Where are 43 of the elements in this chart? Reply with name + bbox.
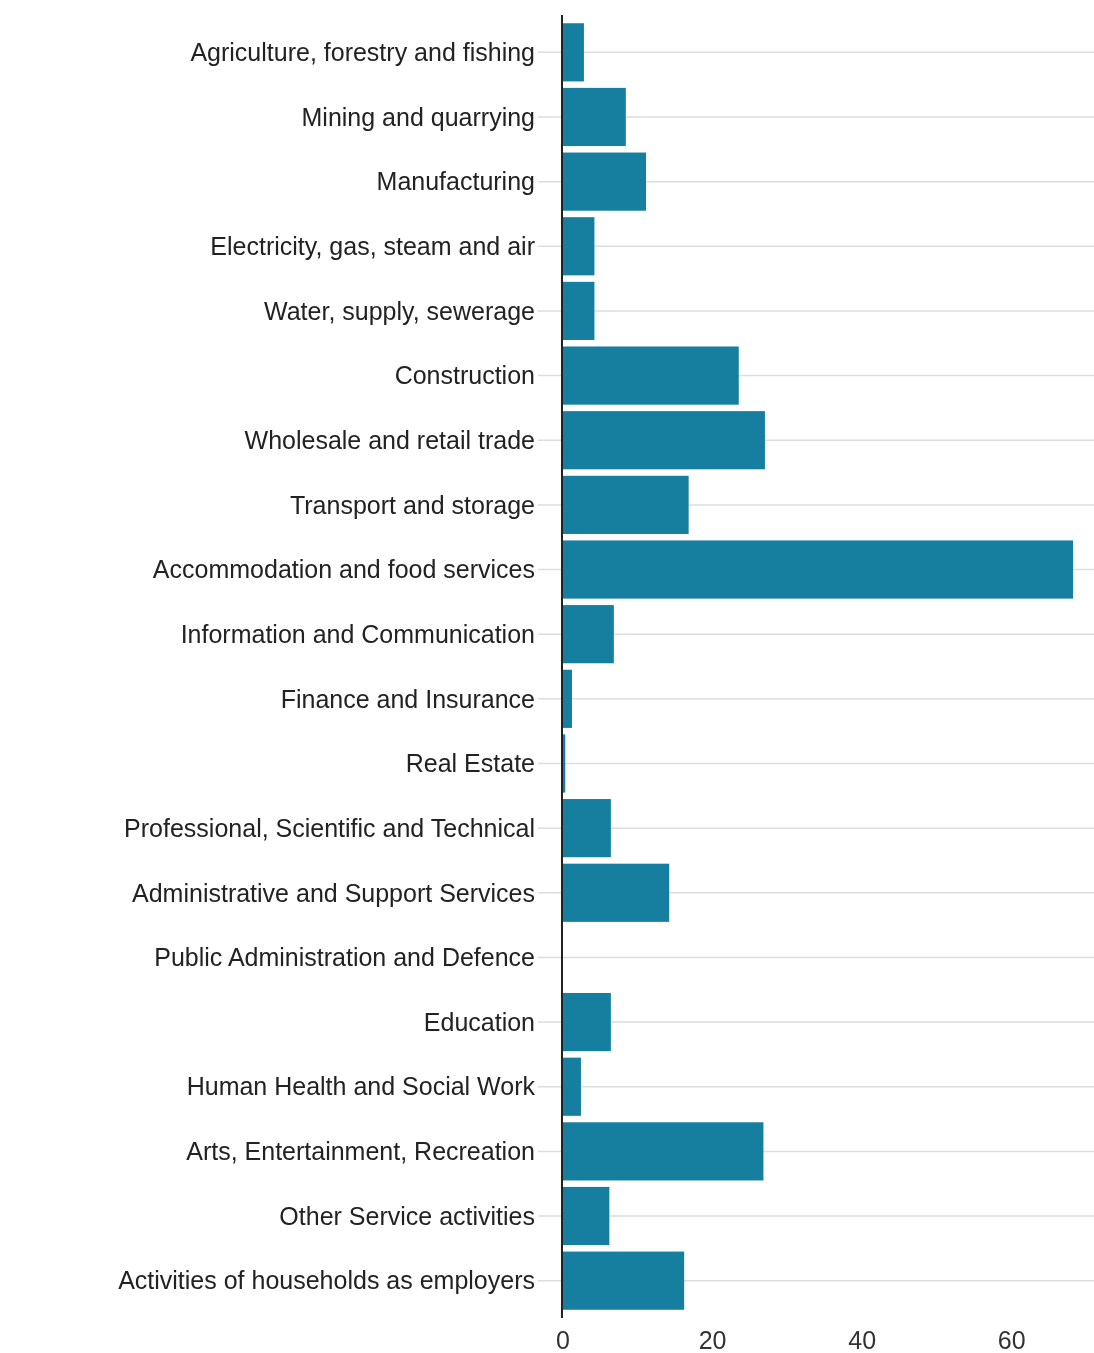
x-tick-label: 40 [848, 1326, 877, 1353]
y-tick-label: Water, supply, sewerage [264, 296, 535, 325]
y-tick-label: Finance and Insurance [280, 684, 535, 713]
y-tick-label: Manufacturing [376, 167, 535, 196]
bar [563, 411, 765, 470]
y-tick-label: Agriculture, forestry and fishing [190, 38, 535, 67]
y-tick-label: Real Estate [405, 749, 535, 778]
bar [563, 540, 1074, 599]
bar [563, 1251, 685, 1310]
y-tick-label: Arts, Entertainment, Recreation [186, 1137, 535, 1166]
y-tick-label: Transport and storage [289, 490, 535, 519]
y-tick-label: Public Administration and Defence [154, 943, 535, 972]
bar [563, 669, 572, 728]
y-tick-label: Education [423, 1007, 535, 1036]
y-tick-label: Wholesale and retail trade [244, 425, 535, 454]
bar [563, 1186, 610, 1246]
bar [563, 992, 611, 1052]
x-tick-label: 0 [556, 1326, 570, 1353]
bar [563, 1057, 581, 1116]
x-tick-label: 20 [698, 1326, 727, 1353]
bar [563, 475, 689, 534]
y-tick-label: Mining and quarrying [301, 102, 535, 131]
y-tick-label: Accommodation and food services [152, 555, 535, 584]
y-tick-label: Electricity, gas, steam and air [210, 232, 535, 261]
y-tick-label: Information and Communication [180, 619, 535, 648]
y-tick-label: Professional, Scientific and Technical [124, 813, 535, 842]
y-tick-label: Activities of households as employers [118, 1266, 535, 1295]
bar [563, 799, 611, 858]
bar [563, 23, 584, 82]
x-tick-label: 60 [997, 1326, 1026, 1353]
bar [563, 152, 647, 211]
bar [563, 734, 566, 793]
bar [563, 1122, 764, 1181]
bar [563, 281, 595, 341]
bar [563, 346, 739, 405]
y-tick-label: Other Service activities [279, 1201, 535, 1230]
y-tick-label: Administrative and Support Services [132, 878, 535, 907]
bar [563, 217, 595, 276]
bar [563, 605, 614, 664]
bar [563, 863, 670, 922]
y-tick-label: Construction [394, 361, 535, 390]
bar [563, 87, 626, 147]
y-tick-label: Human Health and Social Work [186, 1072, 536, 1101]
